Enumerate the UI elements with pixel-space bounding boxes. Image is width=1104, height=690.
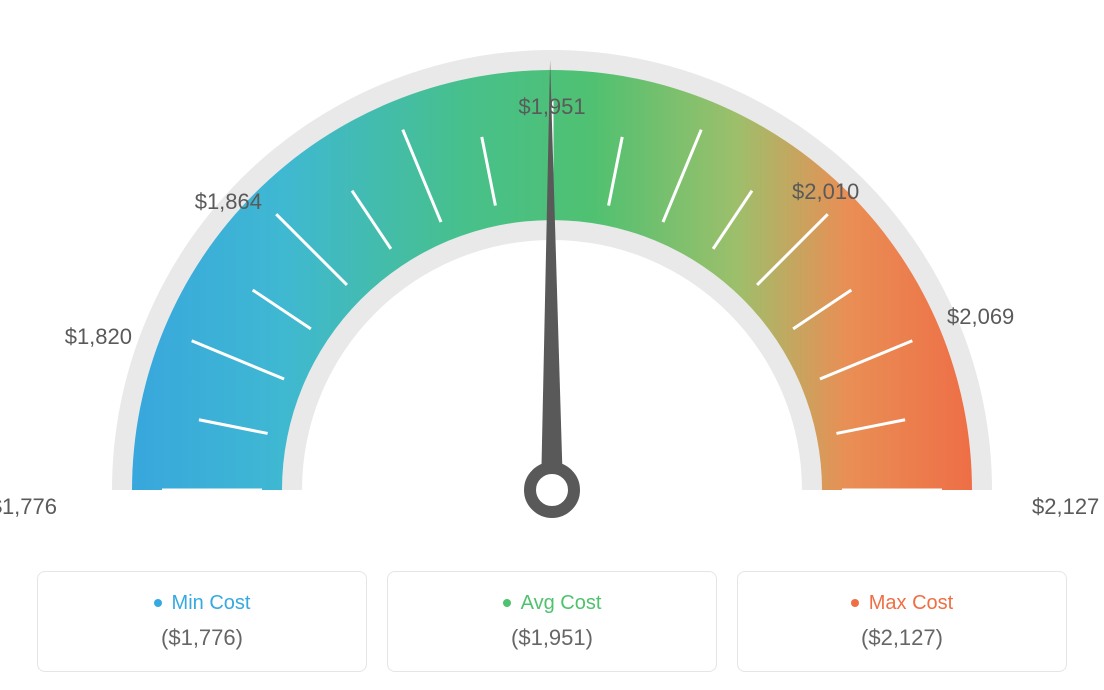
max-cost-label: Max Cost	[748, 592, 1056, 615]
gauge-tick-label: $1,776	[0, 494, 57, 520]
min-cost-value: ($1,776)	[48, 625, 356, 651]
gauge-tick-label: $1,951	[518, 94, 585, 120]
gauge-tick-label: $2,127	[1032, 494, 1099, 520]
min-cost-card: Min Cost ($1,776)	[37, 571, 367, 672]
gauge-chart: $1,776 $1,820 $1,864 $1,951 $2,010 $2,069 $2,1…	[0, 0, 1104, 540]
max-cost-value: ($2,127)	[748, 625, 1056, 651]
avg-cost-value: ($1,951)	[398, 625, 706, 651]
avg-cost-label: Avg Cost	[398, 592, 706, 615]
gauge-svg	[0, 0, 1104, 540]
gauge-tick-label: $1,864	[195, 189, 262, 215]
min-cost-label: Min Cost	[48, 592, 356, 615]
gauge-tick-label: $1,820	[65, 324, 132, 350]
gauge-tick-label: $2,069	[947, 304, 1014, 330]
gauge-tick-label: $2,010	[792, 179, 859, 205]
max-cost-card: Max Cost ($2,127)	[737, 571, 1067, 672]
avg-cost-card: Avg Cost ($1,951)	[387, 571, 717, 672]
legend-row: Min Cost ($1,776) Avg Cost ($1,951) Max …	[0, 571, 1104, 672]
